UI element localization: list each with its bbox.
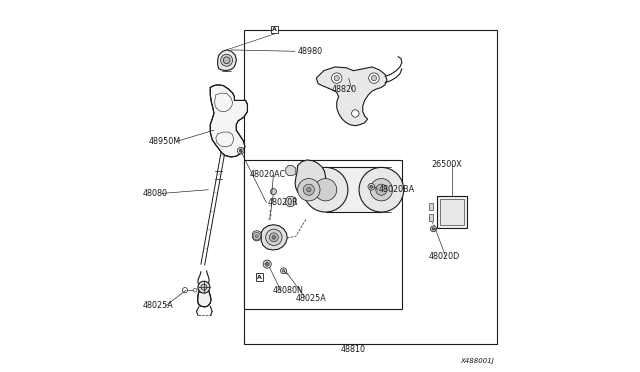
Text: 48820: 48820 xyxy=(331,85,356,94)
Circle shape xyxy=(370,185,373,188)
Circle shape xyxy=(368,183,374,190)
Circle shape xyxy=(239,149,243,152)
Bar xyxy=(440,199,464,225)
Circle shape xyxy=(370,179,392,201)
Circle shape xyxy=(371,76,376,81)
Bar xyxy=(271,26,278,33)
Bar xyxy=(244,30,497,344)
Circle shape xyxy=(332,73,342,83)
Polygon shape xyxy=(252,231,261,241)
Bar xyxy=(244,160,402,309)
Circle shape xyxy=(307,187,311,192)
Circle shape xyxy=(359,167,404,212)
Text: 48950M: 48950M xyxy=(149,137,181,146)
Polygon shape xyxy=(218,50,236,71)
Circle shape xyxy=(272,235,276,239)
Text: 48980: 48980 xyxy=(298,47,323,56)
Circle shape xyxy=(303,167,348,212)
Text: X488001J: X488001J xyxy=(460,358,494,364)
Circle shape xyxy=(201,284,207,290)
Circle shape xyxy=(433,228,435,230)
Polygon shape xyxy=(316,67,387,126)
Circle shape xyxy=(182,288,188,293)
Circle shape xyxy=(351,110,359,117)
Circle shape xyxy=(334,76,339,81)
Text: A: A xyxy=(272,27,277,32)
Bar xyxy=(429,203,433,210)
Circle shape xyxy=(376,184,387,195)
Circle shape xyxy=(303,184,314,195)
Circle shape xyxy=(266,262,269,266)
Circle shape xyxy=(193,288,197,292)
Circle shape xyxy=(369,73,379,83)
Text: 48020D: 48020D xyxy=(429,252,460,261)
Text: 48025A: 48025A xyxy=(296,294,326,303)
Circle shape xyxy=(280,268,287,274)
Bar xyxy=(429,214,433,221)
Circle shape xyxy=(223,57,230,64)
Circle shape xyxy=(198,281,210,293)
Polygon shape xyxy=(211,85,248,157)
Text: 26500X: 26500X xyxy=(431,160,462,169)
Text: 48810: 48810 xyxy=(340,345,365,354)
Text: 48020R: 48020R xyxy=(267,198,298,207)
Text: 48080N: 48080N xyxy=(273,286,303,295)
Circle shape xyxy=(271,189,276,195)
Circle shape xyxy=(431,226,436,232)
Text: 48025A: 48025A xyxy=(142,301,173,310)
Circle shape xyxy=(282,270,285,272)
Polygon shape xyxy=(261,225,287,250)
Circle shape xyxy=(266,229,282,246)
Circle shape xyxy=(221,54,232,66)
Circle shape xyxy=(298,179,320,201)
Polygon shape xyxy=(295,160,326,198)
Text: 48020BA: 48020BA xyxy=(379,185,415,194)
Circle shape xyxy=(314,179,337,201)
Bar xyxy=(326,167,381,212)
Circle shape xyxy=(263,260,271,268)
Polygon shape xyxy=(198,289,211,307)
Polygon shape xyxy=(286,196,296,206)
Text: 48020AC: 48020AC xyxy=(250,170,285,179)
Circle shape xyxy=(237,147,244,154)
Text: 48080: 48080 xyxy=(142,189,167,198)
Bar xyxy=(255,273,263,281)
Polygon shape xyxy=(286,166,296,176)
Circle shape xyxy=(255,235,259,238)
Circle shape xyxy=(253,232,260,240)
Text: A: A xyxy=(257,275,262,280)
Bar xyxy=(437,196,467,228)
Circle shape xyxy=(269,233,278,242)
